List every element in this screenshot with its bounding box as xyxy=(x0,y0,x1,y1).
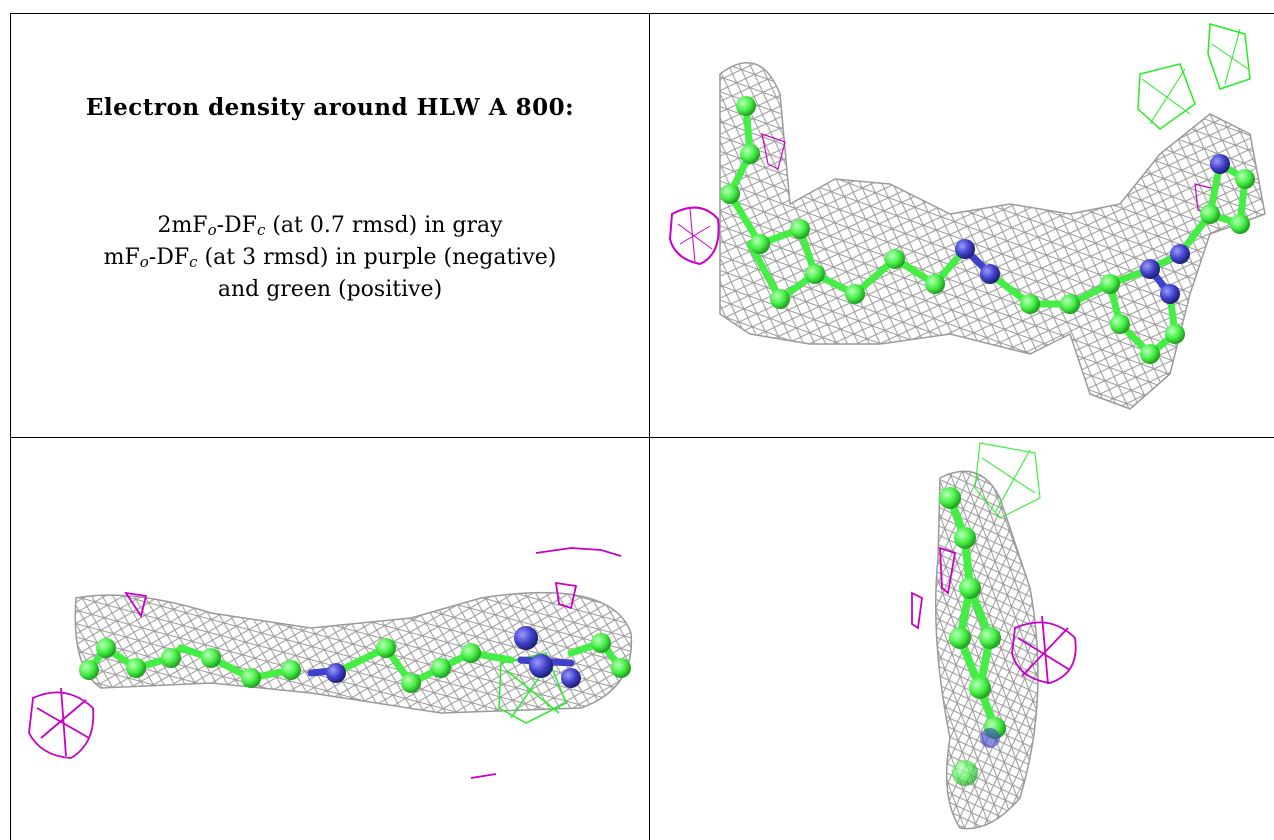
positive-density-blob xyxy=(1137,63,1196,130)
carbon-atoms xyxy=(720,96,1255,364)
molecule-image-end xyxy=(911,442,1077,830)
nitrogen-atom xyxy=(980,728,1000,748)
legend-line-fo: mFo-DFc (at 3 rmsd) in purple (negative) xyxy=(103,245,557,271)
positive-density-blob xyxy=(974,442,1041,519)
legend-line-2fo: 2mFo-DFc (at 0.7 rmsd) in gray xyxy=(157,213,503,239)
carbon-atoms xyxy=(79,633,631,693)
legend-line-green: and green (positive) xyxy=(217,277,443,302)
density-view-side xyxy=(11,438,649,840)
nitrogen-atoms xyxy=(955,154,1230,304)
density-view-end xyxy=(650,438,1274,840)
nitrogen-atoms xyxy=(326,626,581,688)
density-legend: 2mFo-DFc (at 0.7 rmsd) in gray mFo-DFc (… xyxy=(11,210,649,306)
negative-density-blobs xyxy=(911,546,1077,685)
molecule-image-front xyxy=(668,23,1266,410)
carbon-atoms xyxy=(939,487,1006,786)
caption-cell: Electron density around HLW A 800: 2mFo-… xyxy=(11,14,649,437)
molecule-image-side xyxy=(28,547,633,779)
negative-density-blobs xyxy=(28,547,622,779)
density-mesh-gray xyxy=(74,591,633,714)
negative-density-blob xyxy=(668,206,720,266)
table-border-center xyxy=(649,13,650,840)
figure-title: Electron density around HLW A 800: xyxy=(85,94,575,121)
density-view-front xyxy=(650,14,1274,437)
table-border-top xyxy=(10,13,1274,14)
table-border-left xyxy=(10,13,11,840)
table-border-middle xyxy=(10,437,1274,438)
